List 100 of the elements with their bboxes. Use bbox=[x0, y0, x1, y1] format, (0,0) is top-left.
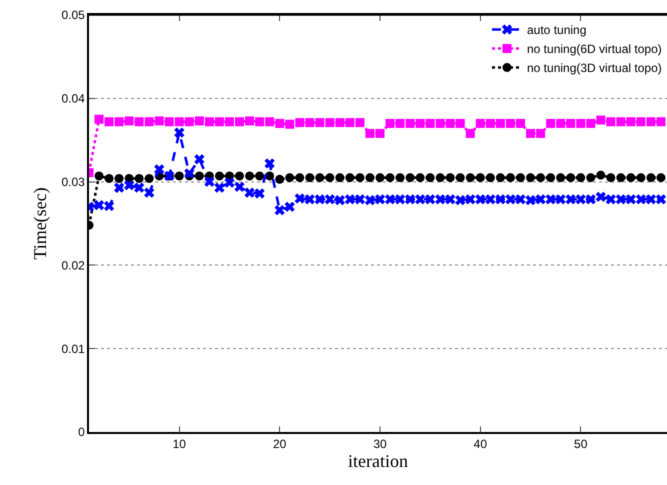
point bbox=[556, 118, 566, 128]
point bbox=[586, 118, 596, 128]
point bbox=[456, 118, 465, 128]
point bbox=[354, 194, 366, 204]
point bbox=[485, 194, 496, 204]
point bbox=[114, 117, 124, 126]
point bbox=[94, 114, 104, 124]
point bbox=[194, 116, 204, 126]
point bbox=[616, 117, 626, 126]
point bbox=[235, 171, 244, 180]
point bbox=[426, 118, 435, 128]
point bbox=[315, 173, 324, 182]
point bbox=[536, 128, 546, 138]
point bbox=[506, 118, 515, 128]
point bbox=[606, 194, 616, 204]
point bbox=[546, 173, 556, 182]
point bbox=[154, 116, 164, 126]
point bbox=[376, 128, 385, 138]
point bbox=[536, 173, 546, 182]
point bbox=[325, 118, 334, 128]
point bbox=[374, 194, 386, 204]
point bbox=[566, 173, 576, 182]
point bbox=[636, 173, 646, 182]
point bbox=[214, 117, 224, 126]
point bbox=[376, 173, 385, 182]
point bbox=[396, 118, 405, 128]
point bbox=[345, 118, 354, 128]
point bbox=[496, 118, 505, 128]
point bbox=[274, 205, 285, 216]
point bbox=[284, 202, 295, 212]
point bbox=[334, 195, 345, 206]
point bbox=[426, 173, 435, 182]
point bbox=[295, 173, 304, 182]
point bbox=[235, 117, 244, 126]
point bbox=[496, 173, 505, 182]
point bbox=[505, 194, 516, 204]
point bbox=[164, 117, 174, 126]
y-tick-label: 0 bbox=[78, 425, 86, 440]
point bbox=[526, 128, 536, 138]
y-tick-label: 0.01 bbox=[61, 342, 86, 356]
point bbox=[476, 173, 485, 182]
point bbox=[254, 188, 265, 199]
point bbox=[525, 195, 536, 206]
point bbox=[315, 118, 324, 128]
point bbox=[194, 154, 204, 164]
point bbox=[224, 117, 234, 126]
point bbox=[445, 194, 456, 204]
point bbox=[566, 118, 576, 128]
point bbox=[506, 173, 515, 182]
point bbox=[304, 194, 315, 204]
point bbox=[174, 117, 184, 126]
point bbox=[436, 118, 445, 128]
point bbox=[546, 118, 556, 128]
point bbox=[475, 194, 486, 204]
point bbox=[455, 195, 466, 206]
y-tick-label: 0.02 bbox=[61, 258, 86, 272]
point bbox=[104, 117, 114, 126]
point bbox=[355, 118, 364, 128]
legend-label: no tuning(3D virtual topo) bbox=[527, 61, 662, 76]
point bbox=[596, 170, 606, 180]
point bbox=[134, 174, 144, 183]
point bbox=[184, 168, 194, 179]
point bbox=[255, 171, 264, 180]
point bbox=[626, 173, 636, 182]
point bbox=[245, 116, 254, 126]
point bbox=[416, 118, 425, 128]
point bbox=[596, 192, 606, 202]
point bbox=[94, 171, 104, 180]
point bbox=[656, 173, 666, 182]
point bbox=[406, 173, 415, 182]
point bbox=[204, 176, 215, 187]
point bbox=[294, 193, 305, 204]
x-tick-label: 30 bbox=[373, 437, 388, 452]
point bbox=[114, 182, 124, 193]
point bbox=[174, 127, 184, 138]
x-tick-label: 10 bbox=[172, 437, 186, 452]
point bbox=[386, 173, 395, 182]
point bbox=[446, 118, 455, 128]
point bbox=[456, 173, 465, 182]
point bbox=[576, 173, 586, 182]
point bbox=[656, 117, 666, 126]
x-axis-title: iteration bbox=[348, 451, 408, 472]
point bbox=[245, 171, 254, 180]
point bbox=[626, 194, 636, 204]
point bbox=[556, 173, 566, 182]
point bbox=[134, 117, 144, 126]
point bbox=[224, 178, 235, 188]
point bbox=[586, 194, 596, 204]
point bbox=[214, 182, 225, 193]
point bbox=[606, 117, 616, 126]
point bbox=[264, 158, 275, 169]
point bbox=[305, 118, 314, 128]
point bbox=[265, 117, 274, 126]
point bbox=[314, 194, 325, 204]
point bbox=[616, 194, 626, 204]
point bbox=[244, 188, 255, 198]
point bbox=[305, 173, 314, 182]
legend-label: auto tuning bbox=[527, 23, 586, 38]
point bbox=[515, 194, 526, 204]
point bbox=[556, 194, 566, 204]
